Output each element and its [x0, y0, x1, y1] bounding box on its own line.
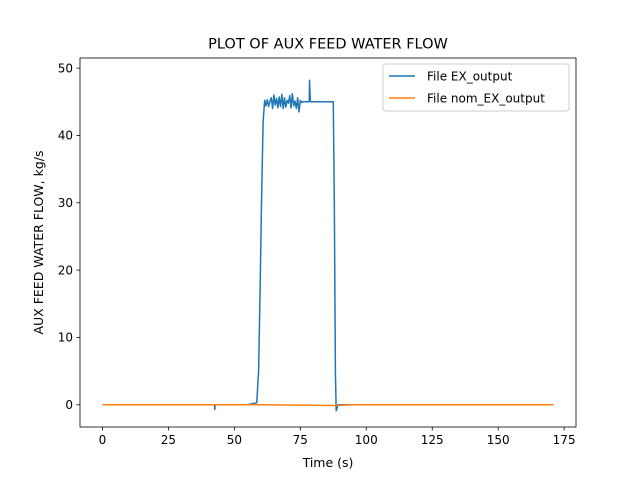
series-layer: [102, 79, 554, 412]
legend-box: [382, 63, 570, 112]
x-axis-label: Time (s): [302, 455, 354, 470]
y-axis-label: AUX FEED WATER FLOW, kg/s: [31, 150, 46, 334]
legend: File EX_output File nom_EX_output: [382, 63, 570, 112]
x-tick-label-3: 75: [293, 433, 308, 447]
y-tick-label-3: 30: [58, 196, 73, 210]
x-tick-label-7: 175: [553, 433, 576, 447]
y-tick-label-5: 50: [58, 61, 73, 75]
x-tick-label-6: 150: [487, 433, 510, 447]
plot-frame: [79, 57, 577, 428]
y-tick-label-2: 20: [58, 263, 73, 277]
chart-title: PLOT OF AUX FEED WATER FLOW: [208, 37, 448, 53]
series-line-0: [102, 79, 554, 412]
y-tick-label-4: 40: [58, 129, 73, 143]
x-tick-label-2: 50: [227, 433, 242, 447]
y-tick-label-0: 0: [65, 398, 73, 412]
x-tick-label-1: 25: [161, 433, 176, 447]
legend-label-0: File EX_output: [427, 69, 513, 83]
x-tick-label-5: 125: [421, 433, 444, 447]
x-tick-label-4: 100: [355, 433, 378, 447]
y-tick-label-1: 10: [58, 331, 73, 345]
x-tick-label-0: 0: [99, 433, 107, 447]
y-axis: 0 10 20 30 40 50: [58, 61, 80, 412]
series-line-1: [102, 404, 554, 407]
legend-label-1: File nom_EX_output: [427, 91, 545, 105]
x-axis: 0 25 50 75 100 125 150 175: [99, 427, 576, 447]
plot-area: [80, 58, 576, 427]
